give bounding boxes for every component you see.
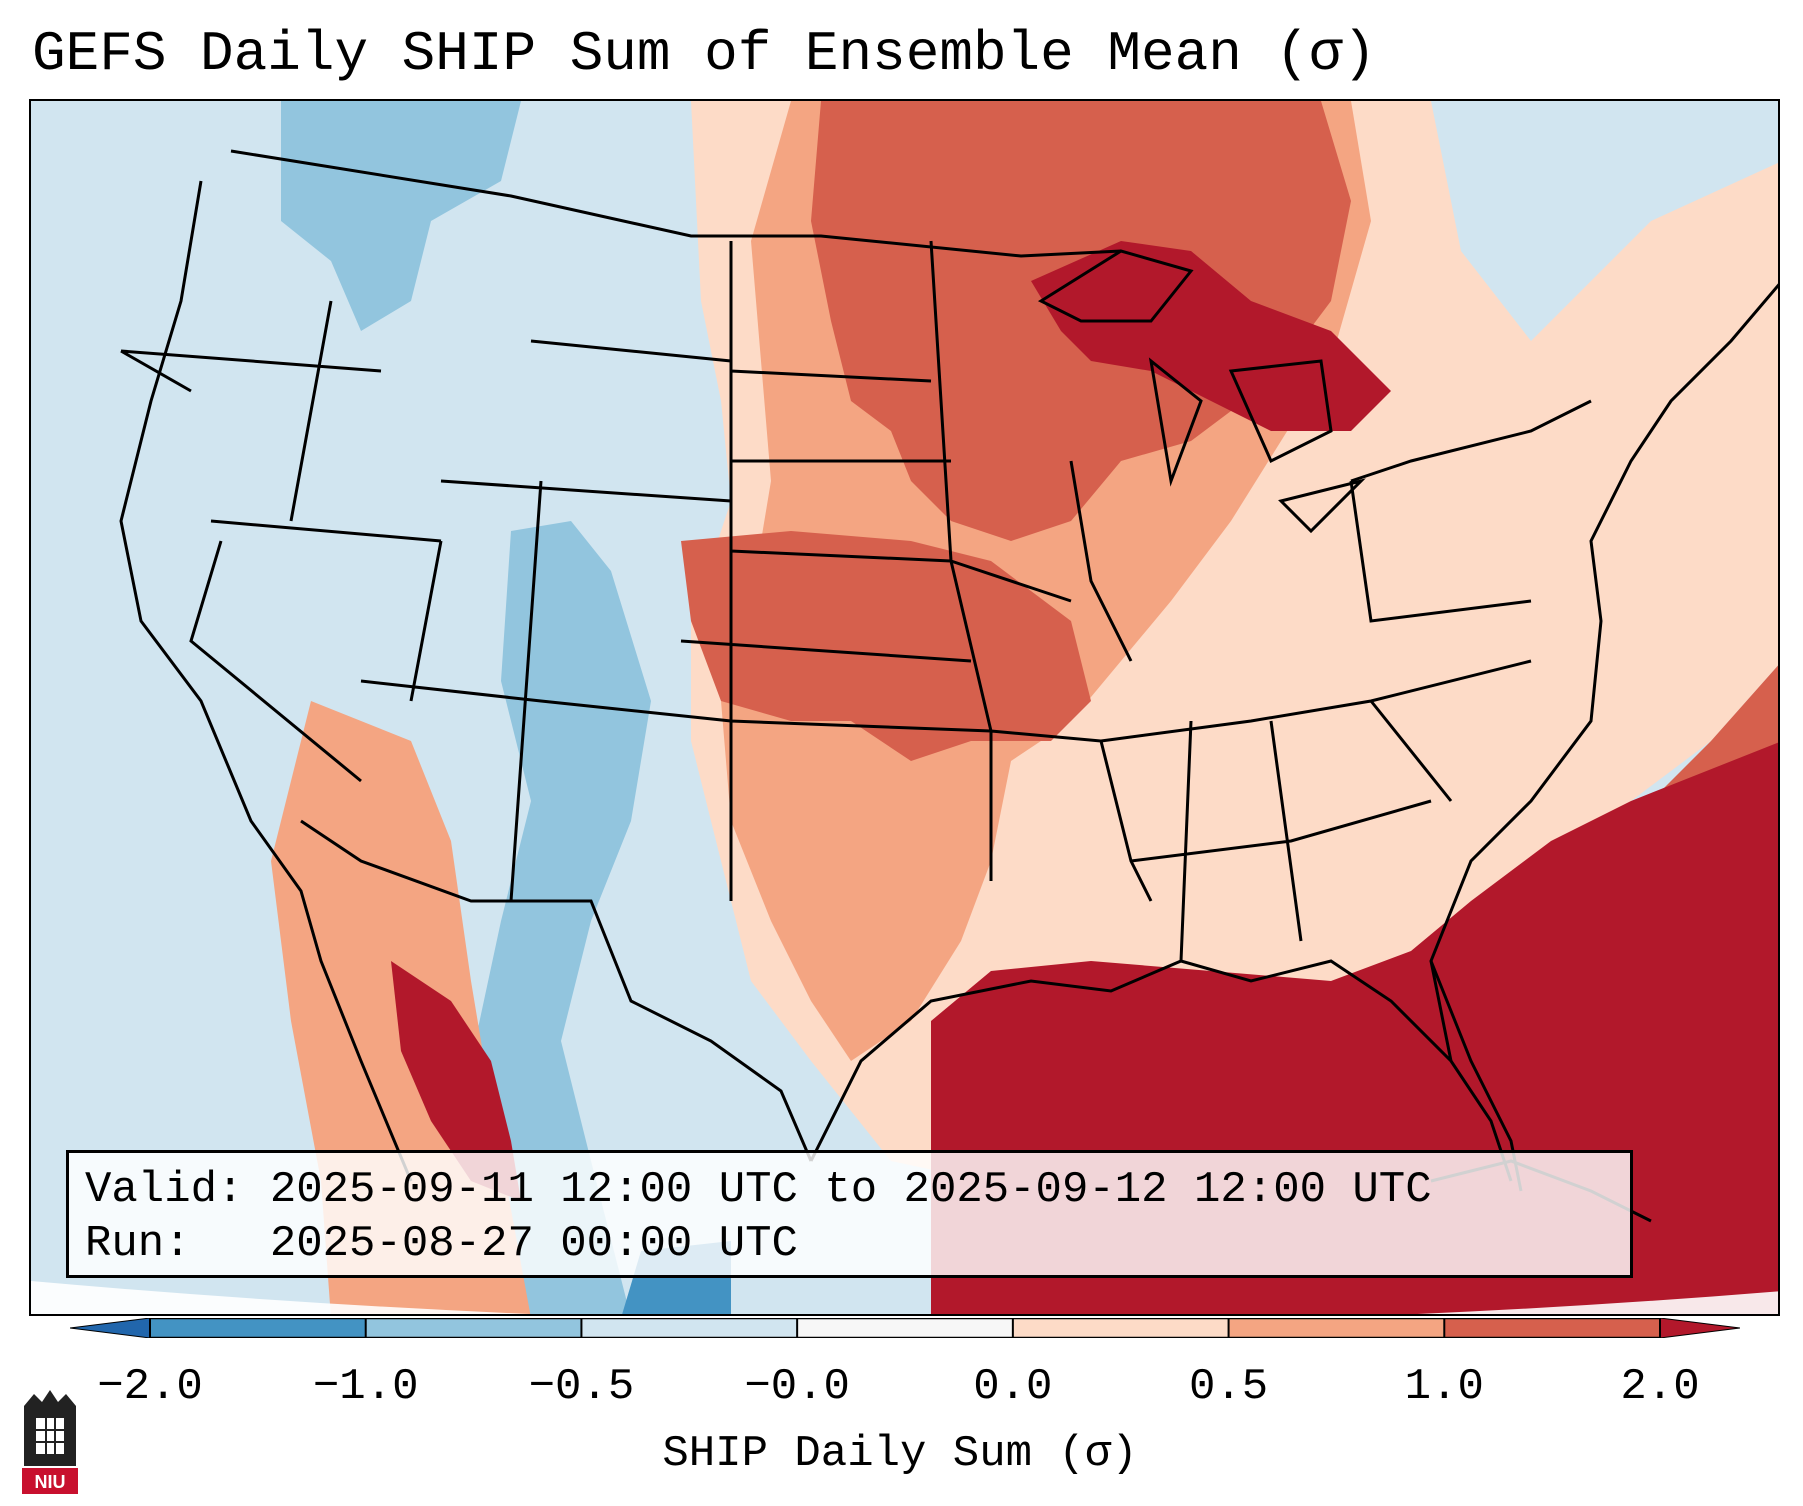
logo-window xyxy=(36,1418,64,1454)
colorbar-extend-low xyxy=(70,1318,151,1338)
colorbar xyxy=(70,1318,1740,1338)
colorbar-tick-label: −0.5 xyxy=(528,1362,635,1412)
east-coast xyxy=(1429,283,1778,1062)
baja-extreme-positive xyxy=(391,961,521,1201)
logo-banner xyxy=(22,1468,78,1494)
colorbar-ticks xyxy=(149,1318,1661,1338)
colorbar-bin xyxy=(1012,1318,1230,1338)
valid-run-info-box: Valid: 2025-09-11 12:00 UTC to 2025-09-1… xyxy=(66,1150,1633,1278)
colorbar-bin xyxy=(581,1318,798,1338)
colorbar-extend-high xyxy=(1659,1318,1740,1338)
rockies-negative-anomaly xyxy=(471,521,651,1314)
colorbar-tick-label: 0.0 xyxy=(973,1362,1053,1412)
colorbar-title: SHIP Daily Sum (σ) xyxy=(662,1429,1138,1479)
projection-edge-bottom xyxy=(31,1281,1778,1314)
colorbar-tick-label: −1.0 xyxy=(312,1362,419,1412)
northwest-negative-anomaly xyxy=(281,101,521,331)
anomaly-map xyxy=(31,101,1778,1314)
colorbar-tick-label: −0.0 xyxy=(744,1362,850,1412)
logo-window-grid xyxy=(36,1418,64,1454)
us-mexico-border xyxy=(300,819,813,1162)
colorbar-tick-label: 2.0 xyxy=(1620,1362,1700,1412)
canada-us-border xyxy=(230,149,1122,258)
colorbar-bin xyxy=(797,1318,1014,1338)
map-title: GEFS Daily SHIP Sum of Ensemble Mean (σ) xyxy=(32,22,1377,86)
run-time-line: Run: 2025-08-27 00:00 UTC xyxy=(85,1219,798,1269)
niu-logo: NIU xyxy=(22,1390,78,1494)
colorbar-bin xyxy=(365,1318,582,1338)
great-lakes-outline xyxy=(1037,249,1366,534)
political-borders xyxy=(119,149,1778,1223)
great-lakes-extreme-positive xyxy=(1031,241,1391,431)
colorbar-tick-label: 0.5 xyxy=(1188,1362,1269,1412)
colorbar-bin xyxy=(1444,1318,1661,1338)
colorbar-bin xyxy=(1228,1318,1445,1338)
map-panel xyxy=(29,99,1780,1316)
colorbar-bin xyxy=(150,1318,367,1338)
state-lines-central xyxy=(680,240,1153,902)
kansas-missouri-strong-positive xyxy=(681,531,1091,761)
valid-time-line: Valid: 2025-09-11 12:00 UTC to 2025-09-1… xyxy=(85,1165,1432,1215)
colorbar-tick-label: −2.0 xyxy=(97,1362,203,1412)
west-coast xyxy=(119,180,413,1182)
colorbar-bins xyxy=(70,1318,1740,1338)
gulf-coast xyxy=(809,959,1513,1182)
logo-text: NIU xyxy=(35,1472,66,1492)
colorbar-tick-label: 1.0 xyxy=(1404,1362,1484,1412)
state-lines-east xyxy=(1069,399,1592,962)
